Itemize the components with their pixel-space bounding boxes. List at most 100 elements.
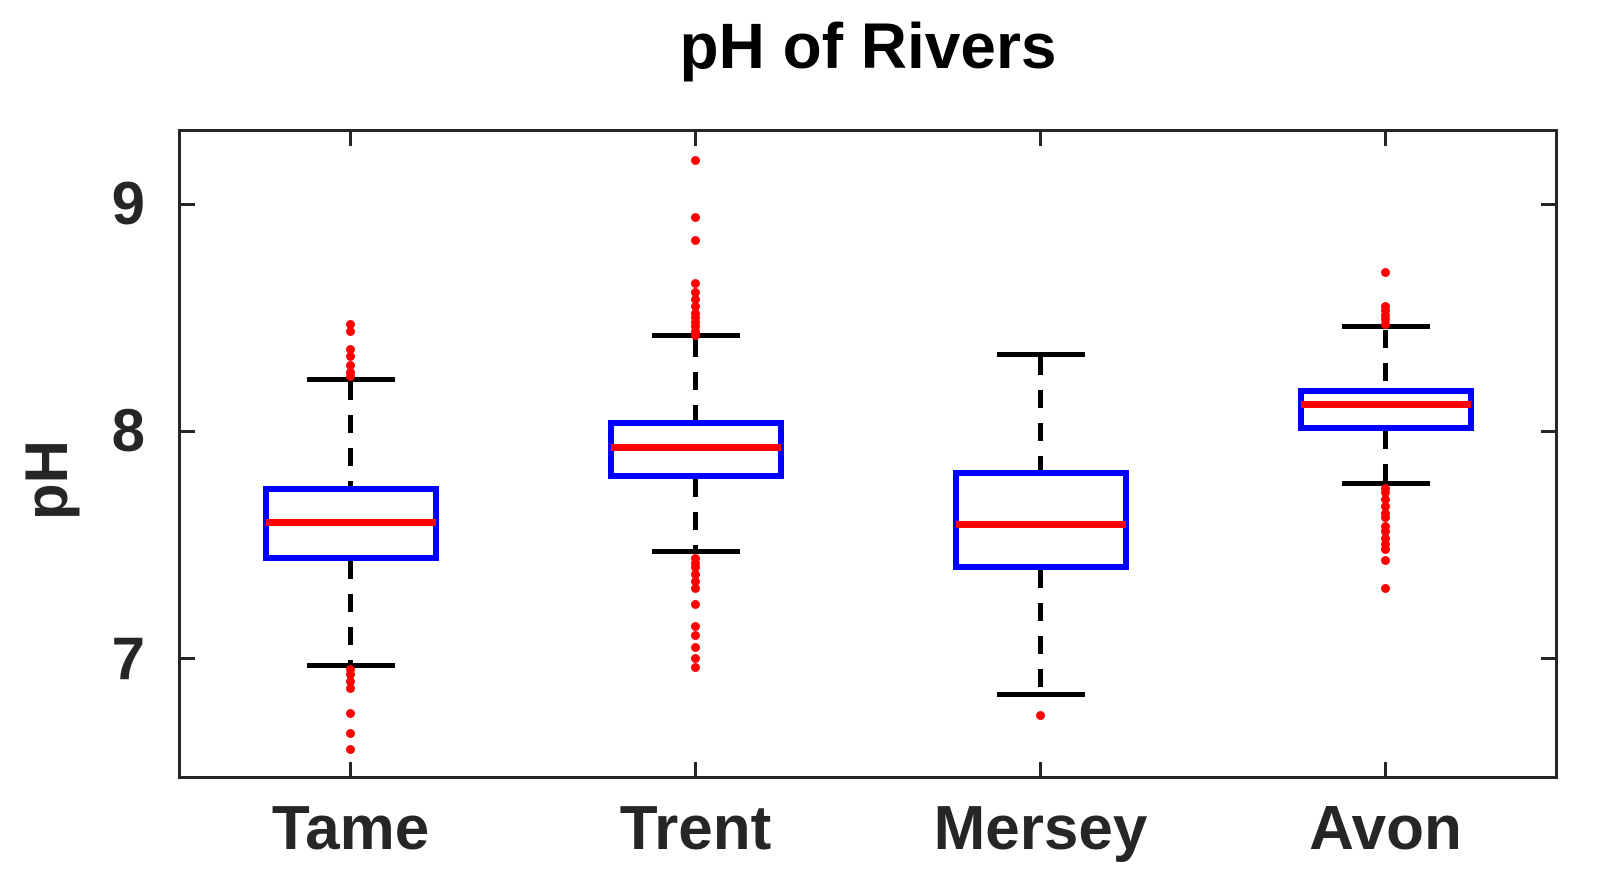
outlier-dot-trent [691, 663, 700, 673]
outlier-dot-avon [1381, 306, 1390, 316]
whisker-lower-trent [693, 479, 698, 550]
outlier-dot-trent [691, 554, 700, 564]
whisker-lower-mersey [1038, 569, 1043, 693]
outlier-dot-avon [1381, 315, 1390, 325]
outlier-dot-trent [691, 326, 700, 336]
outlier-dot-tame [346, 669, 355, 679]
x-tick-top [1039, 132, 1042, 146]
outlier-dot-trent [691, 235, 700, 245]
outlier-dot-trent [691, 563, 700, 573]
x-category-label: Avon [1309, 794, 1462, 863]
x-tick-top [1384, 132, 1387, 146]
outlier-dot-avon [1381, 310, 1390, 320]
outlier-dot-avon [1381, 301, 1390, 311]
outlier-dot-trent [691, 558, 700, 568]
outlier-dot-tame [346, 344, 355, 354]
outlier-dot-trent [691, 654, 700, 664]
outlier-dot-trent [691, 308, 700, 318]
outlier-dot-avon [1381, 544, 1390, 554]
x-tick-top [349, 132, 352, 146]
box-avon [1297, 388, 1474, 432]
outlier-dot-avon [1381, 488, 1390, 498]
outlier-dot-tame [346, 676, 355, 686]
whisker-upper-trent [693, 338, 698, 420]
x-category-label: Trent [619, 794, 772, 863]
x-category-label: Tame [271, 794, 430, 863]
outlier-dot-trent [691, 317, 700, 327]
median-tame [265, 518, 436, 526]
y-tick-left [181, 202, 195, 206]
median-avon [1300, 400, 1471, 408]
plot-area [178, 129, 1558, 779]
outlier-dot-trent [691, 331, 700, 341]
outlier-dot-avon [1381, 319, 1390, 329]
cap-lower-avon [1341, 481, 1430, 487]
outlier-dot-avon [1381, 483, 1390, 493]
x-tick-bottom [349, 762, 352, 776]
outlier-dot-avon [1381, 513, 1390, 523]
outlier-dot-tame [346, 372, 355, 382]
y-tick-right [1541, 202, 1555, 206]
cap-lower-trent [651, 549, 740, 555]
x-category-label: Mersey [933, 794, 1148, 863]
outlier-dot-trent [691, 301, 700, 311]
cap-lower-mersey [996, 692, 1085, 698]
outlier-dot-avon [1381, 522, 1390, 532]
outlier-dot-trent [691, 583, 700, 593]
whisker-upper-avon [1383, 329, 1388, 389]
outlier-dot-trent [691, 279, 700, 289]
whisker-lower-avon [1383, 431, 1388, 482]
outlier-dot-tame [346, 683, 355, 693]
outlier-dot-tame [346, 351, 355, 361]
outlier-dot-avon [1381, 526, 1390, 536]
outlier-dot-tame [346, 367, 355, 377]
outlier-dot-avon [1381, 501, 1390, 511]
x-tick-bottom [694, 762, 697, 776]
y-axis-label: pH [13, 440, 80, 520]
outlier-dot-tame [346, 708, 355, 718]
outlier-dot-avon [1381, 508, 1390, 518]
median-mersey [955, 520, 1126, 528]
y-tick-label: 7 [111, 624, 145, 692]
median-trent [610, 443, 781, 451]
outlier-dot-trent [691, 599, 700, 609]
y-tick-right [1541, 429, 1555, 433]
y-tick-label: 9 [111, 170, 145, 237]
x-tick-bottom [1384, 762, 1387, 776]
y-tick-left [181, 429, 195, 433]
outlier-dot-tame [346, 729, 355, 739]
whisker-upper-tame [348, 382, 353, 486]
outlier-dot-trent [691, 322, 700, 332]
outlier-dot-trent [691, 576, 700, 586]
outlier-dot-trent [691, 631, 700, 641]
outlier-dot-avon [1381, 267, 1390, 277]
chart-title: pH of Rivers [679, 10, 1057, 82]
outlier-dot-tame [346, 326, 355, 336]
outlier-dot-avon [1381, 494, 1390, 504]
outlier-dot-trent [691, 213, 700, 223]
outlier-dot-trent [691, 313, 700, 323]
outlier-dot-tame [346, 665, 355, 675]
outlier-dot-trent [691, 294, 700, 304]
y-tick-label: 8 [111, 397, 145, 465]
box-mersey [952, 469, 1129, 570]
cap-upper-mersey [996, 351, 1085, 357]
outlier-dot-tame [346, 319, 355, 329]
outlier-dot-avon [1381, 540, 1390, 550]
outlier-dot-mersey [1036, 710, 1045, 720]
whisker-upper-mersey [1038, 357, 1043, 470]
outlier-dot-tame [346, 744, 355, 754]
outlier-dot-avon [1381, 533, 1390, 543]
outlier-dot-trent [691, 288, 700, 298]
y-tick-left [181, 657, 195, 661]
y-tick-right [1541, 657, 1555, 661]
outlier-dot-trent [691, 642, 700, 652]
whisker-lower-tame [348, 560, 353, 664]
outlier-dot-avon [1381, 583, 1390, 593]
x-tick-bottom [1039, 762, 1042, 776]
outlier-dot-trent [691, 156, 700, 166]
outlier-dot-tame [346, 360, 355, 370]
outlier-dot-trent [691, 622, 700, 632]
outlier-dot-trent [691, 569, 700, 579]
cap-lower-tame [306, 662, 395, 668]
